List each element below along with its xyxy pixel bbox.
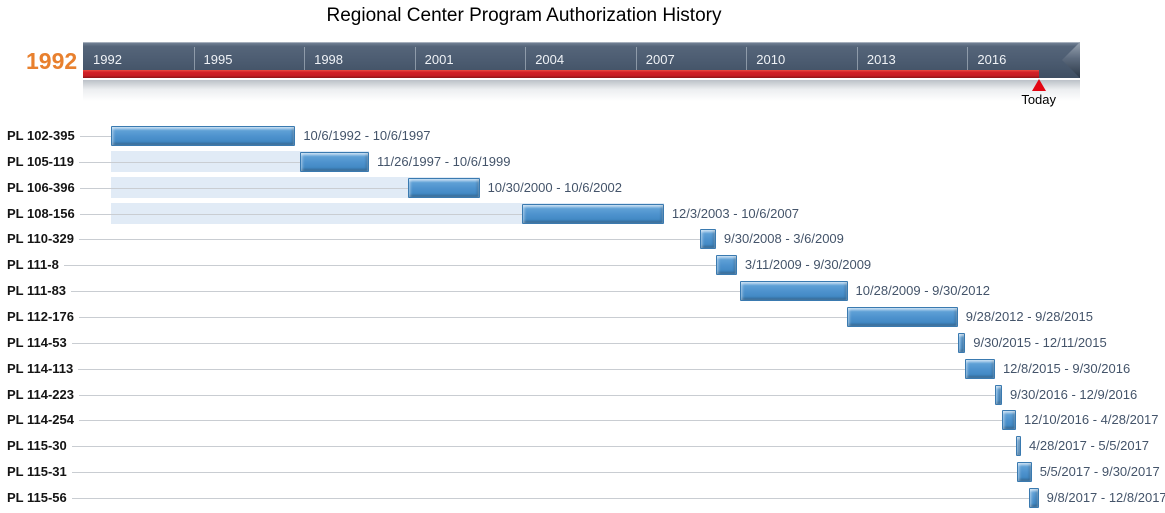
- row-connector-line: [80, 136, 112, 137]
- row-label: PL 115-56: [7, 490, 67, 506]
- today-marker-icon: [1031, 79, 1046, 91]
- row-connector-line: [78, 368, 965, 370]
- axis-year-label: 2001: [424, 52, 454, 67]
- row-connector-line: [80, 187, 409, 189]
- authorization-bar: [1016, 436, 1022, 457]
- row-connector-line: [79, 239, 701, 241]
- row-label: PL 102-395: [7, 128, 75, 143]
- axis-year-tick: [856, 47, 858, 70]
- row-label: PL 115-30: [7, 438, 67, 454]
- axis-year-label: 1998: [314, 52, 344, 67]
- axis-year-label: 2004: [535, 52, 565, 67]
- row-label: PL 112-176: [7, 309, 74, 325]
- date-range-label: 11/26/1997 - 10/6/1999: [377, 153, 511, 169]
- authorization-bar: [1016, 462, 1032, 483]
- row-label: PL 110-329: [7, 231, 74, 247]
- axis-year-tick: [967, 47, 969, 70]
- authorization-bar: [994, 384, 1003, 405]
- row-label: PL 111-8: [7, 257, 59, 273]
- date-range-label: 10/30/2000 - 10/6/2002: [487, 179, 623, 195]
- date-range-label: 9/8/2017 - 12/8/2017: [1046, 490, 1165, 506]
- row-connector-line: [72, 498, 1030, 500]
- row-connector-line: [79, 317, 848, 319]
- axis-year-label: 2016: [977, 52, 1007, 67]
- date-range-label: 10/28/2009 - 9/30/2012: [855, 283, 990, 299]
- row-connector-line: [72, 446, 1017, 448]
- today-label: Today: [1021, 92, 1057, 107]
- axis-year-label: 2013: [866, 52, 896, 67]
- row-connector-line: [80, 213, 523, 215]
- axis-year-tick: [746, 47, 748, 70]
- row-label: PL 114-254: [7, 412, 74, 428]
- authorization-bar: [739, 281, 848, 302]
- axis-year-label: 2007: [645, 52, 675, 67]
- date-range-label: 9/30/2008 - 3/6/2009: [723, 231, 844, 247]
- authorization-bar: [408, 177, 480, 198]
- date-range-label: 9/30/2015 - 12/11/2015: [973, 334, 1107, 350]
- axis-reflection-shadow: [83, 80, 1080, 101]
- axis-year-tick: [193, 47, 195, 70]
- row-connector-line: [79, 394, 995, 396]
- axis-year-tick: [304, 47, 306, 70]
- authorization-bar: [1029, 488, 1039, 509]
- row-connector-line: [79, 161, 301, 163]
- authorization-bar: [522, 203, 664, 224]
- authorization-bar: [300, 151, 369, 172]
- row-connector-line: [72, 342, 958, 344]
- axis-year-label: 2010: [756, 52, 786, 67]
- authorization-bar: [716, 255, 737, 276]
- date-range-label: 9/30/2016 - 12/9/2016: [1010, 386, 1138, 402]
- timeline-start-year-label: 1992: [26, 48, 78, 74]
- authorization-bar: [964, 358, 995, 379]
- axis-year-tick: [414, 47, 416, 70]
- row-label: PL 114-223: [7, 386, 74, 402]
- row-label: PL 105-119: [7, 153, 74, 169]
- date-range-label: 9/28/2012 - 9/28/2015: [965, 309, 1094, 325]
- axis-year-tick: [525, 47, 527, 70]
- row-label: PL 111-83: [7, 283, 67, 299]
- row-connector-line: [64, 265, 717, 267]
- row-label: PL 106-396: [7, 179, 75, 195]
- authorization-bar: [847, 307, 958, 328]
- authorization-bar: [1002, 410, 1017, 431]
- authorization-bar: [111, 126, 296, 146]
- date-range-label: 3/11/2009 - 9/30/2009: [744, 257, 872, 273]
- authorization-bar: [958, 332, 966, 353]
- chart-title: Regional Center Program Authorization Hi…: [326, 5, 722, 26]
- row-connector-line: [79, 420, 1003, 422]
- date-range-label: 12/8/2015 - 9/30/2016: [1002, 360, 1131, 376]
- row-connector-line: [72, 472, 1017, 474]
- row-label: PL 115-31: [7, 464, 67, 480]
- axis-band-end-bevel: [1062, 42, 1080, 78]
- date-range-label: 4/28/2017 - 5/5/2017: [1029, 438, 1150, 454]
- axis-year-label: 1992: [93, 52, 122, 67]
- date-range-label: 5/5/2017 - 9/30/2017: [1039, 464, 1160, 480]
- axis-year-label: 1995: [203, 52, 233, 67]
- row-label: PL 114-53: [7, 334, 67, 350]
- axis-year-tick: [635, 47, 637, 70]
- date-range-label: 12/10/2016 - 4/28/2017: [1024, 412, 1159, 428]
- date-range-label: 10/6/1992 - 10/6/1997: [303, 128, 431, 143]
- authorization-bar: [700, 229, 716, 250]
- date-range-label: 12/3/2003 - 10/6/2007: [671, 205, 800, 221]
- elapsed-time-bar: [83, 70, 1039, 78]
- row-connector-line: [71, 291, 740, 293]
- row-label: PL 108-156: [7, 205, 75, 221]
- row-label: PL 114-113: [7, 360, 74, 376]
